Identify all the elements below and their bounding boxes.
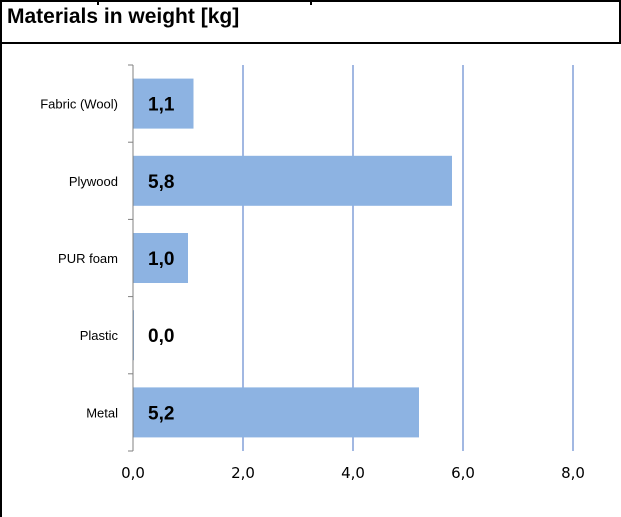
- axes: [128, 64, 134, 452]
- x-tick-label: 2,0: [231, 464, 255, 482]
- bar: [133, 233, 188, 283]
- x-tick-label: 8,0: [561, 464, 585, 482]
- frame-divider: [0, 42, 621, 44]
- x-tick-label: 4,0: [341, 464, 365, 482]
- category-label: Plywood: [69, 174, 118, 189]
- data-label: 1,1: [148, 95, 175, 116]
- x-tick-label: 6,0: [451, 464, 475, 482]
- bar: [133, 78, 194, 129]
- frame-top-notch: [310, 0, 312, 5]
- bars: [133, 78, 452, 438]
- data-label: 5,8: [148, 172, 174, 193]
- chart-title: Materials in weight [kg]: [7, 5, 240, 28]
- category-label: Metal: [86, 405, 118, 420]
- category-label: Fabric (Wool): [40, 97, 118, 112]
- bar: [133, 155, 452, 206]
- bar: [133, 387, 419, 438]
- data-label: 0,0: [148, 326, 174, 347]
- frame-border-right: [619, 0, 621, 44]
- frame-top-notch: [97, 0, 99, 5]
- x-tick-label: 0,0: [121, 464, 145, 482]
- category-label: PUR foam: [58, 251, 118, 266]
- category-label: Plastic: [80, 328, 119, 343]
- data-label: 1,0: [148, 249, 174, 270]
- data-label: 5,2: [148, 403, 174, 424]
- gridlines: [242, 65, 574, 451]
- labels: 1,1 Fabric (Wool) 5,8 Plywood 1,0 PUR foam 0,0…: [40, 95, 585, 482]
- frame-border-left: [0, 0, 2, 517]
